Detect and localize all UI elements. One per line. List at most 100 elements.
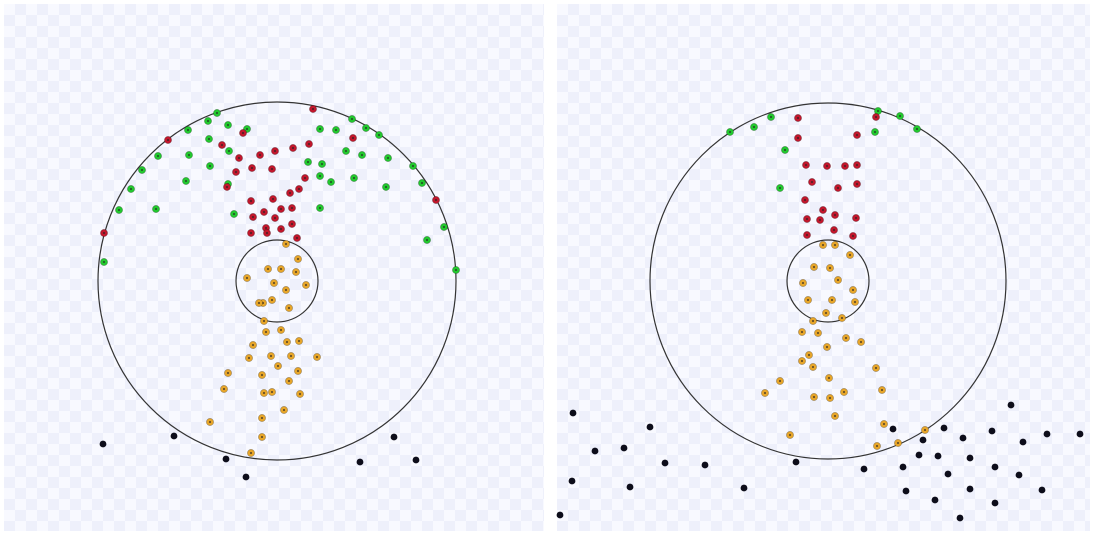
orange-particle-center <box>828 377 830 379</box>
orange-particle-center <box>280 329 282 331</box>
black-particle <box>889 425 897 433</box>
orange-particle-center <box>807 299 809 301</box>
red-particle-center <box>298 188 300 190</box>
red-particle-center <box>280 228 282 230</box>
red-particle-center <box>238 157 240 159</box>
orange-particle-center <box>813 396 815 398</box>
outer-ring-left <box>97 101 457 461</box>
black-particle <box>1076 430 1084 438</box>
orange-particle-center <box>822 244 824 246</box>
black-particle <box>626 483 634 491</box>
red-particle-center <box>797 117 799 119</box>
orange-particle-center <box>837 279 839 281</box>
black-particle <box>966 454 974 462</box>
orange-particle-center <box>285 289 287 291</box>
orange-particle-center <box>265 331 267 333</box>
green-particle-center <box>319 207 321 209</box>
orange-particle-center <box>286 341 288 343</box>
orange-particle-center <box>298 340 300 342</box>
green-particle-center <box>118 209 120 211</box>
orange-particle-center <box>845 337 847 339</box>
red-particle-center <box>837 187 839 189</box>
red-particle-center <box>291 223 293 225</box>
red-particle-center <box>856 183 858 185</box>
outer-ring-right <box>649 102 1007 460</box>
black-particle <box>902 487 910 495</box>
orange-particle-center <box>813 266 815 268</box>
green-particle-center <box>779 187 781 189</box>
orange-particle-center <box>297 258 299 260</box>
red-particle-center <box>250 200 252 202</box>
orange-particle-center <box>817 332 819 334</box>
orange-particle-center <box>789 434 791 436</box>
red-particle-center <box>274 217 276 219</box>
black-particle <box>661 459 669 467</box>
orange-particle-center <box>283 409 285 411</box>
red-particle-center <box>242 132 244 134</box>
orange-particle-center <box>829 267 831 269</box>
orange-particle-center <box>834 415 836 417</box>
black-particle <box>915 451 923 459</box>
orange-particle-center <box>261 436 263 438</box>
black-particle <box>944 470 952 478</box>
black-particle <box>1043 430 1051 438</box>
orange-particle-center <box>288 307 290 309</box>
red-particle-center <box>271 168 273 170</box>
green-particle-center <box>155 208 157 210</box>
black-particle <box>1038 486 1046 494</box>
orange-particle-center <box>223 388 225 390</box>
red-particle-center <box>226 186 228 188</box>
black-particle <box>99 440 107 448</box>
orange-particle-center <box>779 380 781 382</box>
orange-particle-center <box>802 282 804 284</box>
red-particle-center <box>274 150 276 152</box>
red-particle-center <box>272 198 274 200</box>
black-particle <box>956 514 964 522</box>
red-particle-center <box>834 214 836 216</box>
orange-particle-center <box>273 282 275 284</box>
red-particle-center <box>292 147 294 149</box>
green-particle-center <box>378 134 380 136</box>
black-particle <box>242 473 250 481</box>
orange-particle-center <box>252 344 254 346</box>
particles <box>99 105 1084 522</box>
green-particle-center <box>209 165 211 167</box>
green-particle-center <box>227 124 229 126</box>
red-particle-center <box>252 216 254 218</box>
orange-particle-center <box>305 284 307 286</box>
black-particle <box>170 432 178 440</box>
orange-particle-center <box>841 317 843 319</box>
red-particle-center <box>822 209 824 211</box>
green-particle-center <box>426 239 428 241</box>
orange-particle-center <box>250 452 252 454</box>
green-particle-center <box>753 126 755 128</box>
green-particle-center <box>335 129 337 131</box>
orange-particle-center <box>897 442 899 444</box>
red-particle-center <box>856 134 858 136</box>
red-particle-center <box>352 137 354 139</box>
orange-particle-center <box>924 429 926 431</box>
green-particle-center <box>387 157 389 159</box>
black-particle <box>934 452 942 460</box>
green-particle-center <box>361 154 363 156</box>
black-particle <box>991 499 999 507</box>
orange-particle-center <box>270 355 272 357</box>
green-particle-center <box>103 261 105 263</box>
red-particle-center <box>805 164 807 166</box>
red-particle-center <box>221 144 223 146</box>
orange-particle-center <box>299 393 301 395</box>
red-particle-center <box>280 208 282 210</box>
black-particle <box>931 496 939 504</box>
green-particle-center <box>246 128 248 130</box>
red-particle-center <box>265 227 267 229</box>
orange-particle-center <box>801 360 803 362</box>
orange-particle-center <box>261 374 263 376</box>
green-particle-center <box>874 131 876 133</box>
orange-particle-center <box>849 254 851 256</box>
red-particle-center <box>289 192 291 194</box>
red-particle-center <box>167 139 169 141</box>
black-particle <box>919 436 927 444</box>
green-particle-center <box>187 129 189 131</box>
red-particle-center <box>852 235 854 237</box>
